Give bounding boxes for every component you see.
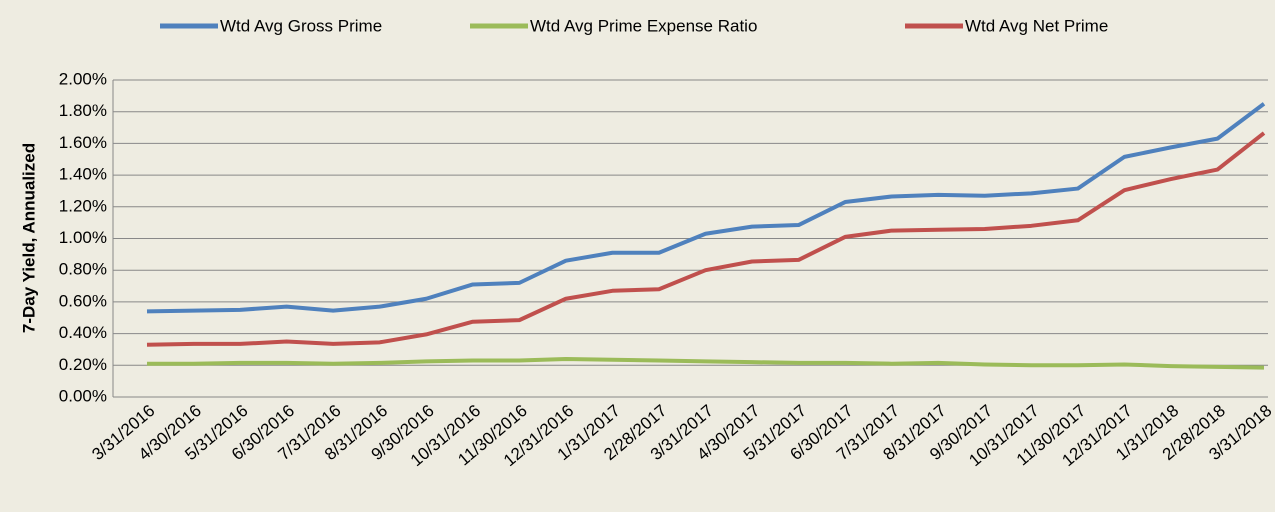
- series-line: [146, 102, 1266, 314]
- legend-label: Wtd Avg Net Prime: [965, 16, 1108, 35]
- y-tick-label: 1.80%: [59, 101, 107, 120]
- y-tick-label: 1.60%: [59, 133, 107, 152]
- y-tick-label: 0.20%: [59, 355, 107, 374]
- y-tick-label: 0.40%: [59, 323, 107, 342]
- legend-label: Wtd Avg Prime Expense Ratio: [530, 16, 757, 35]
- y-tick-label: 0.60%: [59, 291, 107, 310]
- y-axis-title: 7-Day Yield, Annualized: [19, 143, 38, 333]
- series-line: [147, 356, 1265, 370]
- y-tick-label: 2.00%: [59, 69, 107, 88]
- y-tick-label: 0.80%: [59, 260, 107, 279]
- legend-label: Wtd Avg Gross Prime: [220, 16, 382, 35]
- y-tick-label: 0.00%: [59, 386, 107, 405]
- y-tick-label: 1.20%: [59, 196, 107, 215]
- series-line: [146, 131, 1266, 347]
- y-tick-label: 1.00%: [59, 228, 107, 247]
- y-tick-label: 1.40%: [59, 165, 107, 184]
